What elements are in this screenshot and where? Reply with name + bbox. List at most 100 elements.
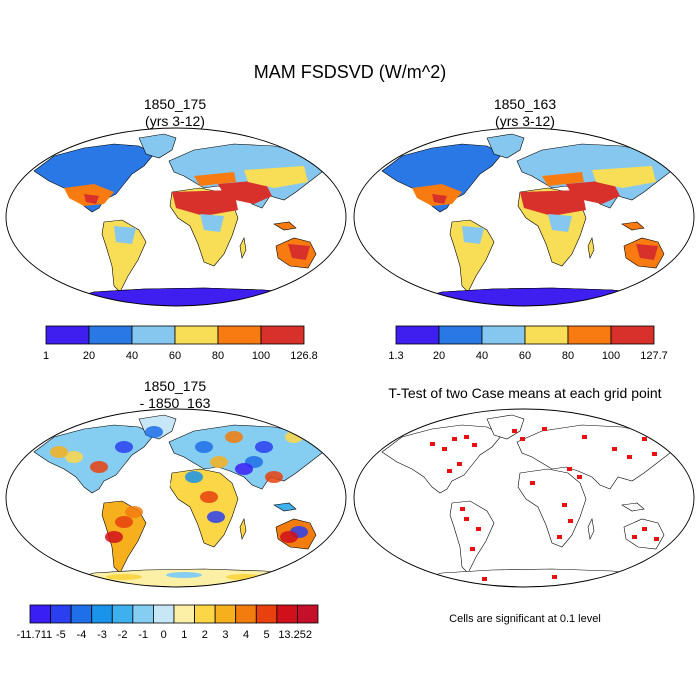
colorbar-swatch: [215, 605, 236, 623]
map-panel-case2: [352, 126, 696, 308]
map-panel-case1: [4, 126, 348, 308]
colorbar-tick-label: 1: [43, 350, 49, 362]
colorbar-swatch: [261, 326, 304, 344]
colorbar-swatch: [525, 326, 568, 344]
colorbar-tick-label: 3: [222, 629, 228, 641]
colorbar-swatch: [236, 605, 257, 623]
colorbar-case2: 1.320406080100127.7: [380, 322, 680, 364]
field-blob: [195, 441, 213, 453]
colorbar-tick-label: 20: [433, 350, 445, 362]
colorbar-swatch: [133, 605, 154, 623]
field-blob: [225, 431, 243, 443]
colorbar-difference: -11.711-5-4-3-2-101234513.252: [2, 601, 342, 643]
map-panel-ttest: [352, 407, 696, 589]
significant-cell: [442, 579, 447, 583]
significant-cell: [562, 503, 567, 507]
significant-cell: [568, 519, 573, 523]
significant-cell: [520, 437, 525, 441]
significant-cell: [654, 537, 659, 541]
significant-cell: [542, 427, 547, 431]
colorbar-tick-label: 1: [181, 629, 187, 641]
field-blob: [50, 446, 68, 458]
significant-cell: [476, 527, 481, 531]
field-blob: [255, 441, 273, 453]
significant-cell: [642, 527, 647, 531]
significant-cell: [452, 437, 457, 441]
colorbar-tick-label: 20: [83, 350, 95, 362]
field-blob: [125, 506, 143, 518]
colorbar-tick-label: 40: [126, 350, 138, 362]
significance-note: Cells are significant at 0.1 level: [352, 613, 698, 625]
colorbar-swatch: [92, 605, 113, 623]
field-blob: [75, 436, 93, 448]
significant-cell: [632, 579, 637, 583]
significant-cell: [582, 435, 587, 439]
significant-cell: [457, 462, 462, 466]
significant-cell: [557, 535, 562, 539]
significant-cell: [472, 443, 477, 447]
colorbar-tick-label: 13.252: [278, 629, 312, 641]
significant-cell: [530, 481, 535, 485]
colorbar-tick-label: 80: [212, 350, 224, 362]
colorbar-tick-label: 1.3: [388, 350, 403, 362]
field-blob: [115, 516, 133, 528]
colorbar-swatch: [256, 605, 277, 623]
field-blob: [115, 441, 133, 453]
colorbar-swatch: [112, 605, 133, 623]
colorbar-swatch: [195, 605, 216, 623]
colorbar-tick-label: 2: [202, 629, 208, 641]
significant-cell: [577, 475, 582, 479]
field-blob: [166, 572, 202, 578]
colorbar-tick-label: -5: [56, 629, 66, 641]
significant-cell: [464, 517, 469, 521]
colorbar-swatch: [568, 326, 611, 344]
field-blob: [145, 426, 163, 438]
field-blob: [276, 576, 312, 582]
panel-title-line1: 1850_175: [60, 96, 290, 113]
colorbar-swatch: [153, 605, 174, 623]
colorbar-swatch: [89, 326, 132, 344]
panel-title-line1: 1850_175: [60, 378, 290, 395]
panel-title-line1: T-Test of two Case means at each grid po…: [352, 385, 698, 402]
significant-cell: [460, 507, 465, 511]
main-title: MAM FSDSVD (W/m^2): [0, 62, 700, 83]
panel-title-top-left: 1850_175 (yrs 3-12): [60, 96, 290, 130]
colorbar-swatch: [396, 326, 439, 344]
field-blob: [207, 511, 225, 523]
significant-cell: [552, 575, 557, 579]
colorbar-swatch: [46, 326, 89, 344]
significant-cell: [464, 435, 469, 439]
colorbar-case1: 120406080100126.8: [30, 322, 330, 364]
panel-title-top-right: 1850_163 (yrs 3-12): [410, 96, 640, 130]
colorbar-swatch: [218, 326, 261, 344]
significant-cell: [652, 452, 657, 456]
significant-cell: [430, 442, 435, 446]
significant-cell: [642, 437, 647, 441]
colorbar-swatch: [30, 605, 51, 623]
colorbar-swatch: [297, 605, 318, 623]
field-blob: [200, 491, 218, 503]
colorbar-tick-label: 127.7: [640, 350, 668, 362]
colorbar-swatch: [132, 326, 175, 344]
panel-title-line1: 1850_163: [410, 96, 640, 113]
colorbar-tick-label: -4: [77, 629, 87, 641]
colorbar-tick-label: 80: [562, 350, 574, 362]
field-blob: [170, 479, 188, 491]
colorbar-tick-label: 100: [602, 350, 620, 362]
colorbar-tick-label: -11.711: [16, 629, 52, 641]
panel-title-bottom-right: T-Test of two Case means at each grid po…: [352, 385, 698, 402]
colorbar-swatch: [611, 326, 654, 344]
significant-cell: [627, 455, 632, 459]
field-blob: [105, 531, 123, 543]
colorbar-swatch: [439, 326, 482, 344]
colorbar-tick-label: -3: [97, 629, 107, 641]
significant-cell: [512, 429, 517, 433]
significant-cell: [470, 547, 475, 551]
colorbar-swatch: [175, 326, 218, 344]
field-blob: [106, 574, 142, 580]
field-blob: [90, 461, 108, 473]
field-blob: [265, 471, 283, 483]
significant-cell: [567, 467, 572, 471]
colorbar-swatch: [482, 326, 525, 344]
significant-cell: [482, 577, 487, 581]
